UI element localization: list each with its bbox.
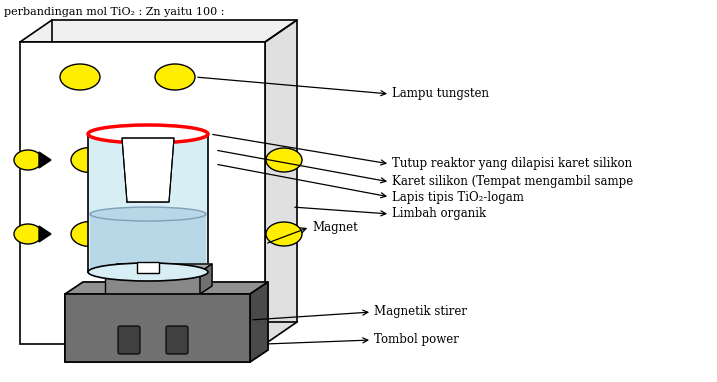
Polygon shape [106,150,122,170]
Polygon shape [250,282,268,362]
Text: Magnetik stirer: Magnetik stirer [374,306,467,319]
Bar [105,272,200,294]
Polygon shape [39,226,51,242]
Polygon shape [200,264,212,294]
Ellipse shape [151,147,189,173]
Ellipse shape [71,222,109,246]
FancyBboxPatch shape [166,326,188,354]
Ellipse shape [155,64,195,90]
Text: Tombol power: Tombol power [374,333,459,346]
Bar [20,42,265,344]
Polygon shape [265,20,297,344]
Text: Tutup reaktor yang dilapisi karet silikon: Tutup reaktor yang dilapisi karet siliko… [392,157,632,170]
Text: Karet silikon (Tempat mengambil sampe: Karet silikon (Tempat mengambil sampe [392,175,633,188]
Text: Lampu tungsten: Lampu tungsten [392,87,489,100]
Ellipse shape [266,222,302,246]
Ellipse shape [151,222,189,246]
Bar [65,294,250,362]
Bar [88,134,208,272]
Text: Limbah organik: Limbah organik [392,207,486,220]
Ellipse shape [14,150,42,170]
Polygon shape [105,264,212,272]
Polygon shape [186,150,202,170]
Text: perbandingan mol TiO₂ : Zn yaitu 100 :: perbandingan mol TiO₂ : Zn yaitu 100 : [4,7,224,17]
Polygon shape [65,282,268,294]
Bar [65,294,250,362]
Ellipse shape [90,207,206,221]
FancyBboxPatch shape [118,326,140,354]
Polygon shape [122,138,174,202]
Ellipse shape [88,125,208,143]
Polygon shape [20,20,297,42]
Bar [90,214,206,272]
Bar [137,262,159,273]
Ellipse shape [14,224,42,244]
Polygon shape [39,152,51,168]
Ellipse shape [266,148,302,172]
Ellipse shape [88,263,208,281]
Ellipse shape [60,64,100,90]
Text: Magnet: Magnet [312,220,358,233]
Text: Lapis tipis TiO₂-logam: Lapis tipis TiO₂-logam [392,191,524,204]
Ellipse shape [71,147,109,173]
